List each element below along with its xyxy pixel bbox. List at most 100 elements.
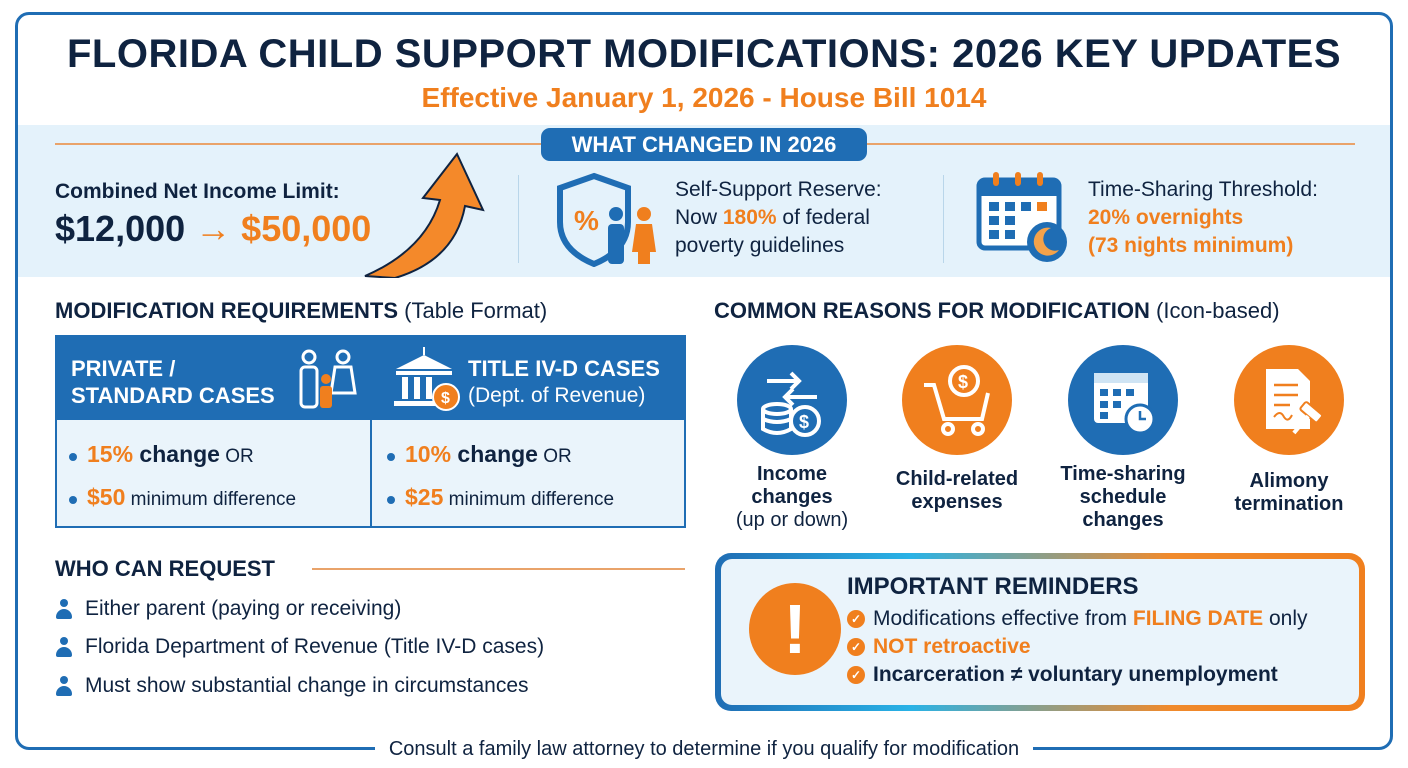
shield-family-icon: % (557, 172, 656, 267)
government-building-icon: $ (394, 347, 460, 411)
item-text: Must show substantial change in circumst… (85, 674, 529, 697)
heading-text: MODIFICATION REQUIREMENTS (55, 298, 399, 323)
reminder-item: ✓ Incarceration ≠ voluntary unemployment (847, 663, 1278, 687)
up-arrow-icon (364, 152, 485, 278)
income-limit-values: $12,000 → $50,000 (55, 208, 371, 250)
text: of federal (776, 206, 870, 229)
t: FILING DATE (1132, 607, 1264, 630)
self-support-reserve: Self-Support Reserve: Now 180% of federa… (675, 176, 882, 260)
who-heading: WHO CAN REQUEST (55, 556, 275, 581)
header-line: TITLE IV-D CASES (468, 356, 660, 381)
calendar-moon-icon (976, 172, 1067, 262)
reminder-item: ✓ Modifications effective from FILING DAT… (847, 607, 1308, 631)
what-changed-badge: WHAT CHANGED IN 2026 (541, 128, 867, 161)
reserve-label: Self-Support Reserve: (675, 178, 882, 201)
reason-label-alimony: Alimony termination (1209, 470, 1369, 516)
l: termination (1234, 493, 1344, 515)
amount: $50 (87, 484, 126, 510)
l: Time-sharing (1060, 463, 1186, 485)
family-icon (299, 349, 357, 409)
old-limit: $12,000 (55, 208, 186, 249)
t: Modifications effective from (873, 607, 1133, 630)
svg-text:$: $ (958, 372, 968, 392)
l: Alimony (1249, 470, 1329, 492)
heading-note: (Table Format) (404, 298, 548, 323)
divider-line (312, 568, 685, 570)
t: NOT retroactive (873, 635, 1031, 658)
header-line: PRIVATE / (71, 356, 176, 381)
income-limit-label: Combined Net Income Limit: (55, 180, 340, 203)
private-pct-change: 15% change OR (69, 441, 254, 468)
l: Child-related (895, 468, 1019, 490)
timeshare-minimum: (73 nights minimum) (1088, 234, 1294, 257)
check-icon: ✓ (847, 610, 865, 629)
l: (up or down) (735, 509, 849, 531)
arrow: → (195, 208, 232, 249)
text: Now (675, 206, 723, 229)
heading-note: (Icon-based) (1156, 298, 1280, 323)
private-min-diff: $50 minimum difference (69, 484, 296, 511)
svg-text:%: % (574, 205, 599, 236)
who-item: Either parent (paying or receiving) (55, 597, 401, 621)
person-icon (55, 637, 73, 658)
important-reminders-box: ! IMPORTANT REMINDERS ✓ Modifications eff… (715, 553, 1365, 711)
header-line: (Dept. of Revenue) (468, 384, 646, 407)
column-divider (518, 175, 519, 263)
iv-d-pct-change: 10% change OR (387, 441, 572, 468)
page-subtitle: Effective January 1, 2026 - House Bill 1… (421, 82, 987, 113)
timeshare-label: Time-Sharing Threshold: (1088, 178, 1318, 201)
exclamation-icon: ! (749, 583, 841, 675)
timeshare-value: 20% overnights (1088, 206, 1244, 229)
reminder-item: ✓ NOT retroactive (847, 635, 1031, 659)
child-expenses-icon: $ (902, 345, 1012, 455)
person-icon (55, 599, 73, 620)
heading-text: COMMON REASONS FOR MODIFICATION (714, 298, 1150, 323)
l: changes (1082, 509, 1164, 531)
check-icon: ✓ (847, 638, 865, 657)
reserve-pct: 180% (722, 206, 777, 229)
pct: 15% (87, 441, 134, 467)
l: changes (751, 486, 833, 508)
iv-d-min-diff: $25 minimum difference (387, 484, 614, 511)
reasons-heading: COMMON REASONS FOR MODIFICATION (Icon-ba… (714, 298, 1280, 324)
change: change (133, 441, 220, 467)
reason-label-time-sharing: Time-sharing schedule changes (1043, 463, 1203, 532)
check-icon: ✓ (847, 666, 865, 685)
or: OR (219, 446, 254, 467)
page-title: FLORIDA CHILD SUPPORT MODIFICATIONS: 202… (66, 32, 1342, 76)
column-divider (943, 175, 944, 263)
pct: 10% (405, 441, 452, 467)
amount: $25 (405, 484, 444, 510)
svg-text:$: $ (441, 390, 450, 407)
reserve-value: Now 180% of federal (675, 204, 882, 232)
reminders-heading: IMPORTANT REMINDERS (847, 573, 1139, 600)
item-text: Either parent (paying or receiving) (85, 597, 402, 620)
time-sharing-threshold: Time-Sharing Threshold: 20% overnights (… (1088, 176, 1318, 260)
l: schedule (1079, 486, 1167, 508)
l: Income (756, 463, 828, 485)
reason-label-income: Income changes (up or down) (712, 463, 872, 532)
requirements-heading: MODIFICATION REQUIREMENTS (Table Format) (55, 298, 547, 324)
l: expenses (911, 491, 1003, 513)
column-divider (370, 337, 372, 526)
svg-text:$: $ (799, 412, 809, 432)
diff: minimum difference (443, 489, 615, 510)
footer-note: Consult a family law attorney to determi… (0, 738, 1408, 761)
change: change (451, 441, 538, 467)
income-changes-icon: $ (737, 345, 847, 455)
diff: minimum difference (125, 489, 297, 510)
calendar-clock-icon (1068, 345, 1178, 455)
person-icon (55, 676, 73, 697)
reason-label-child-expenses: Child-related expenses (877, 468, 1037, 514)
who-item: Florida Department of Revenue (Title IV-… (55, 635, 544, 659)
t: only (1263, 607, 1308, 630)
or: OR (537, 446, 572, 467)
table-header-private: PRIVATE / STANDARD CASES (57, 337, 370, 420)
who-item: Must show substantial change in circumst… (55, 674, 529, 698)
item-text: Florida Department of Revenue (Title IV-… (85, 635, 545, 658)
table-header-title-iv-d: TITLE IV-D CASES (Dept. of Revenue) $ (372, 337, 684, 420)
t: Incarceration ≠ voluntary unemployment (873, 663, 1278, 686)
footer-text: Consult a family law attorney to determi… (374, 738, 1034, 760)
requirements-table: PRIVATE / STANDARD CASES TITLE IV-D CASE… (55, 335, 686, 528)
new-limit: $50,000 (241, 208, 372, 249)
